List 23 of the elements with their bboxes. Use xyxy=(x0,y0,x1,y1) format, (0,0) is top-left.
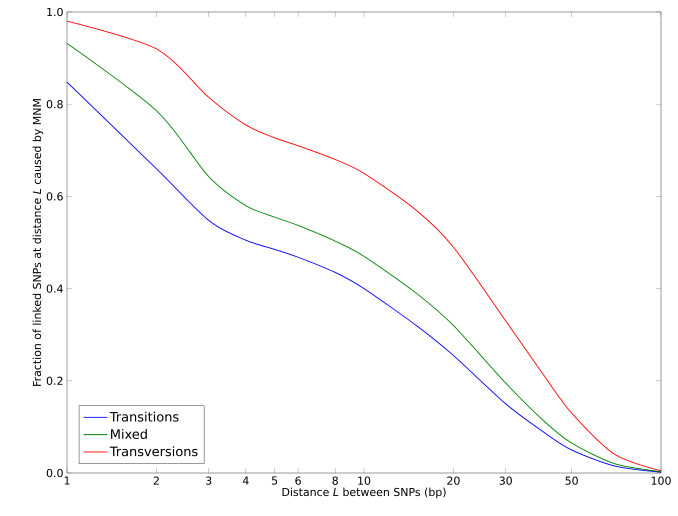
x-tick-label: 5 xyxy=(272,476,278,485)
x-tick-label: 10 xyxy=(358,476,370,485)
x-tick-label: 6 xyxy=(295,476,301,485)
legend-label: Mixed xyxy=(111,428,147,439)
x-axis-title: Distance L between SNPs (bp) xyxy=(282,488,446,498)
legend-label: Transitions xyxy=(110,412,179,422)
y-tick-label: 0.2 xyxy=(46,376,62,385)
y-tick-label: 1.0 xyxy=(47,8,63,16)
x-tick-label: 3 xyxy=(206,476,212,485)
legend-label: Transversions xyxy=(110,446,198,456)
x-tick-label: 30 xyxy=(500,476,512,485)
y-tick-label: 0.0 xyxy=(46,468,63,478)
x-tick-label: 100 xyxy=(652,476,671,485)
y-tick-label: 0.4 xyxy=(46,284,63,293)
x-tick-label: 4 xyxy=(242,476,249,485)
x-tick-label: 2 xyxy=(154,476,159,485)
x-tick-label: 20 xyxy=(447,476,460,485)
y-tick-label: 0.8 xyxy=(46,100,63,108)
x-tick-label: 50 xyxy=(565,476,578,485)
y-axis-title: Fraction of linked SNPs at distance L caused by MNM xyxy=(32,99,44,386)
x-tick-label: 1 xyxy=(64,476,70,485)
y-tick-label: 0.6 xyxy=(46,192,63,201)
x-tick-label: 8 xyxy=(332,476,338,485)
